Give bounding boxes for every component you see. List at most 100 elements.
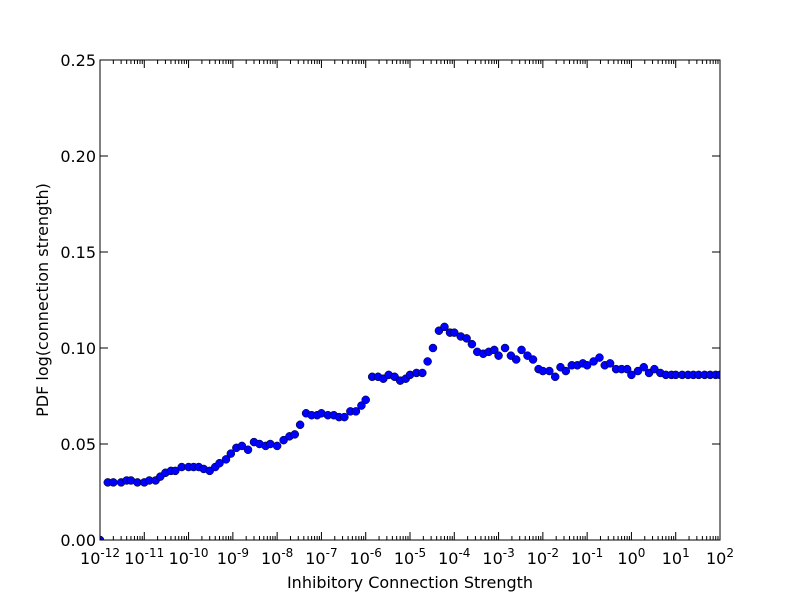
x-tick-label: 10-5 <box>394 546 426 568</box>
data-point <box>215 458 224 468</box>
data-point <box>589 357 598 366</box>
y-axis-label: PDF log(connection strength) <box>33 183 52 417</box>
data-point <box>418 368 427 378</box>
data-point <box>595 353 604 362</box>
data-point <box>622 364 632 374</box>
x-tick-label: 10-2 <box>527 546 559 568</box>
data-point <box>511 355 521 364</box>
x-tick-label-base: 10 <box>124 549 144 568</box>
y-tick-label: 0.00 <box>60 531 96 550</box>
y-tick-label: 0.10 <box>60 339 96 358</box>
x-tick-label: 102 <box>706 546 734 568</box>
x-tick-label-base: 10 <box>527 549 547 568</box>
x-tick-label-base: 10 <box>571 549 591 568</box>
x-tick-label: 10-7 <box>305 546 337 568</box>
data-point <box>500 343 510 353</box>
data-point <box>633 366 643 376</box>
data-point <box>100 535 105 540</box>
data-point <box>357 401 366 410</box>
x-tick-label-exponent: -9 <box>237 546 249 560</box>
data-point <box>517 345 526 355</box>
x-tick-label-exponent: -4 <box>458 546 470 560</box>
data-points-layer <box>100 322 720 540</box>
data-point <box>109 478 118 487</box>
data-point <box>243 445 253 455</box>
x-tick-label-exponent: 2 <box>726 546 734 560</box>
y-tick-label: 0.25 <box>60 51 96 70</box>
plot-frame <box>99 59 721 541</box>
x-tick-label: 101 <box>662 546 690 568</box>
x-tick-label-exponent: -10 <box>189 546 209 560</box>
data-point <box>467 339 477 349</box>
x-tick-label: 10-6 <box>350 546 382 568</box>
x-tick-label-exponent: -7 <box>326 546 338 560</box>
data-point <box>605 359 615 368</box>
data-point <box>550 372 560 382</box>
y-tick-label: 0.20 <box>60 147 96 166</box>
x-tick-label: 10-12 <box>80 546 120 568</box>
y-tick-label: 0.05 <box>60 435 96 454</box>
data-point <box>528 355 538 364</box>
data-point <box>237 441 247 451</box>
x-tick-label-base: 10 <box>617 549 637 568</box>
x-tick-label-base: 10 <box>350 549 370 568</box>
data-point <box>650 364 659 374</box>
data-point <box>170 466 180 476</box>
x-tick-label-base: 10 <box>662 549 682 568</box>
data-point <box>428 343 438 353</box>
x-tick-label-base: 10 <box>80 549 100 568</box>
data-point <box>272 441 282 451</box>
x-tick-label: 10-8 <box>261 546 293 568</box>
data-point <box>561 366 571 376</box>
x-tick-label-exponent: -3 <box>503 546 515 560</box>
data-point <box>226 449 236 458</box>
y-tick-label: 0.15 <box>60 243 96 262</box>
x-tick-label: 10-1 <box>571 546 603 568</box>
data-point <box>715 370 720 380</box>
x-tick-label-exponent: 0 <box>638 546 646 560</box>
data-point <box>295 420 305 430</box>
x-tick-label-exponent: -12 <box>100 546 120 560</box>
data-point <box>361 395 370 405</box>
data-point <box>440 322 449 332</box>
x-tick-label-exponent: -1 <box>591 546 603 560</box>
data-point <box>490 345 499 355</box>
data-point <box>627 370 636 380</box>
x-tick-label-exponent: -8 <box>281 546 293 560</box>
x-tick-label-base: 10 <box>217 549 237 568</box>
x-tick-label-base: 10 <box>169 549 189 568</box>
data-point <box>582 361 592 370</box>
x-tick-label-exponent: 1 <box>682 546 690 560</box>
x-tick-label-base: 10 <box>482 549 502 568</box>
data-point <box>290 430 300 439</box>
data-point <box>221 455 231 464</box>
x-tick-label: 10-9 <box>217 546 249 568</box>
x-tick-label-exponent: -11 <box>145 546 165 560</box>
x-tick-label: 100 <box>617 546 645 568</box>
data-point <box>279 435 288 445</box>
x-tick-label-exponent: -5 <box>414 546 426 560</box>
x-tick-label-base: 10 <box>305 549 325 568</box>
data-point <box>450 328 459 337</box>
data-point <box>351 407 361 416</box>
data-point <box>545 366 554 376</box>
data-point <box>462 334 471 343</box>
data-point <box>423 357 432 366</box>
x-tick-label-exponent: -6 <box>370 546 382 560</box>
x-tick-label: 10-3 <box>482 546 514 568</box>
x-tick-label: 10-11 <box>124 546 164 568</box>
x-tick-label-base: 10 <box>706 549 726 568</box>
x-tick-label-exponent: -2 <box>547 546 559 560</box>
x-tick-label: 10-4 <box>438 546 470 568</box>
x-tick-label-base: 10 <box>438 549 458 568</box>
x-axis-label: Inhibitory Connection Strength <box>287 573 533 592</box>
x-tick-label-base: 10 <box>394 549 414 568</box>
x-tick-label: 10-10 <box>169 546 209 568</box>
x-tick-label-base: 10 <box>261 549 281 568</box>
data-point <box>494 351 503 360</box>
data-point <box>639 362 649 372</box>
data-point <box>340 412 349 422</box>
